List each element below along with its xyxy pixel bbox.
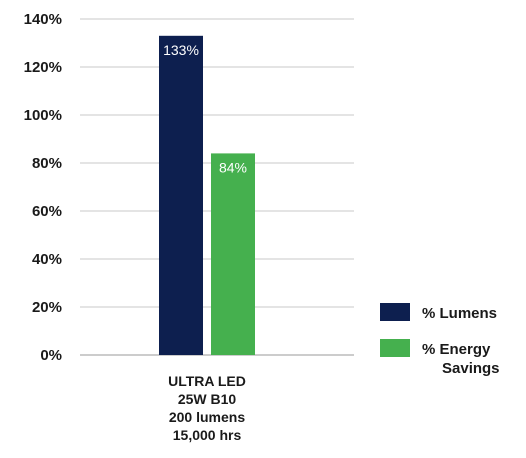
data-label: 133% <box>163 42 199 58</box>
y-tick-label: 0% <box>40 347 62 364</box>
legend-label: % Lumens <box>422 305 497 322</box>
x-axis-category-label: ULTRA LED 25W B10 200 lumens 15,000 hrs <box>168 373 246 443</box>
data-label: 84% <box>219 159 247 175</box>
y-tick-label: 60% <box>32 203 62 220</box>
y-axis-ticks: 0% 20% 40% 60% 80% 100% 120% 140% <box>24 11 62 364</box>
bar-lumens <box>159 35 203 356</box>
y-tick-label: 120% <box>24 59 62 76</box>
bars <box>159 35 255 356</box>
legend: % Lumens % Energy Savings <box>380 303 500 377</box>
x-category-label-line: ULTRA LED <box>168 373 246 389</box>
x-category-label: ULTRA LED 25W B10 200 lumens 15,000 hrs <box>168 373 246 443</box>
bar-energy-savings <box>211 153 255 355</box>
legend-label-line: % Energy <box>422 341 491 358</box>
y-tick-label: 100% <box>24 107 62 124</box>
y-tick-label: 40% <box>32 251 62 268</box>
legend-swatch <box>380 303 410 321</box>
x-category-label-line: 15,000 hrs <box>173 427 242 443</box>
x-category-label-line: 25W B10 <box>178 391 237 407</box>
legend-label-line: Savings <box>442 360 500 377</box>
y-tick-label: 20% <box>32 299 62 316</box>
y-tick-label: 80% <box>32 155 62 172</box>
legend-label-line: % Lumens <box>422 305 497 322</box>
x-category-label-line: 200 lumens <box>169 409 245 425</box>
legend-swatch <box>380 339 410 357</box>
data-labels: 133% 84% <box>163 42 247 176</box>
y-tick-label: 140% <box>24 11 62 28</box>
legend-label: % Energy Savings <box>422 341 500 377</box>
